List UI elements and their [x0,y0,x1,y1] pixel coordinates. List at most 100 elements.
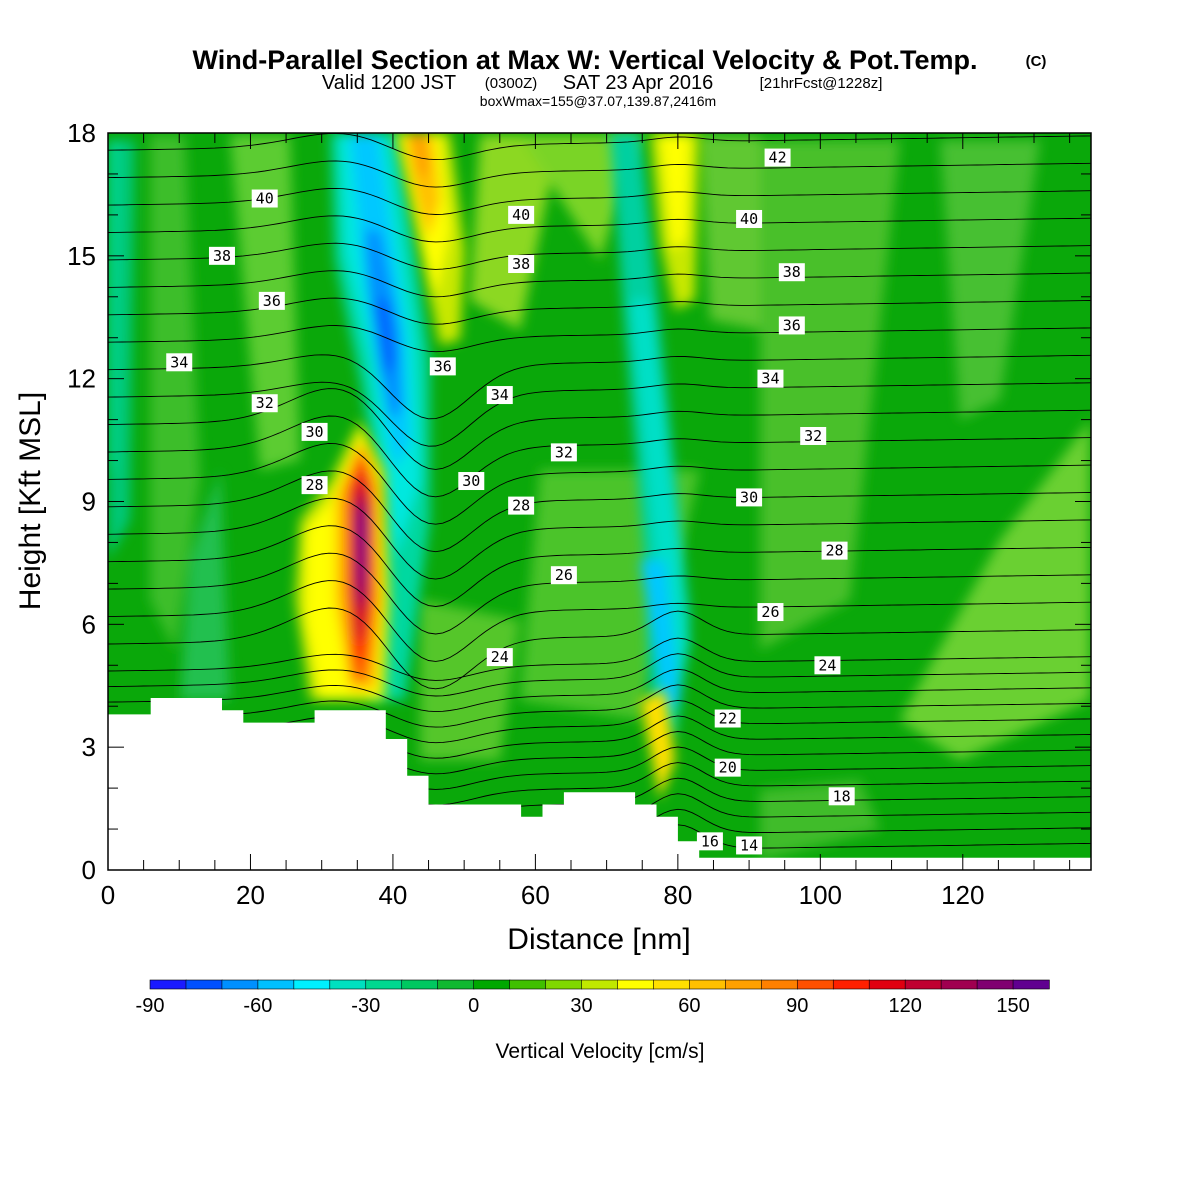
theta-label-box [508,205,535,224]
theta-contour-label: 30 [458,472,485,491]
colorbar-tick-label: 150 [996,995,1029,1017]
y-tick-label: 12 [67,364,96,394]
colorbar-swatch [473,979,511,990]
theta-label-text: 30 [306,423,324,441]
theta-contour-label: 28 [301,476,328,495]
colorbar-tick-label: -60 [243,995,272,1017]
colorbar-swatch [437,979,475,990]
theta-label-text: 40 [512,206,530,224]
theta-label-text: 36 [783,316,801,334]
theta-label-box [251,394,278,413]
theta-contour-labels: 14 16 18 20 22 24 24 26 26 28 28 28 30 30 30 32 32 32 34 34… [166,148,855,855]
theta-label-text: 20 [719,759,737,777]
y-tick-label: 18 [67,118,96,148]
x-tick-label: 60 [521,880,550,910]
y-tick-label: 15 [67,241,96,271]
theta-label-text: 32 [256,394,274,412]
theta-contour-label: 24 [486,648,513,667]
theta-contour-line [108,160,1091,188]
y-tick-label: 3 [82,732,96,762]
theta-contour-label: 30 [301,422,328,441]
theta-contour-label: 20 [714,758,741,777]
x-tick-label: 0 [101,880,115,910]
theta-label-text: 38 [512,255,530,273]
theta-label-text: 36 [434,357,452,375]
theta-contour-label: 36 [429,357,456,376]
theta-contour-label: 40 [736,209,763,228]
x-tick-label: 100 [799,880,842,910]
subtitle-forecast: [21hrFcst@1228z] [760,75,883,92]
theta-label-text: 36 [263,292,281,310]
theta-label-box [258,291,285,310]
theta-label-box [714,709,741,728]
theta-label-box [550,443,577,462]
theta-label-text: 30 [740,488,758,506]
x-tick-label: 20 [236,880,265,910]
colorbar-swatch [689,979,727,990]
theta-contour-label: 38 [778,263,805,282]
theta-contour-line [108,242,1091,270]
theta-contour-line [108,270,1091,298]
theta-contour-label: 26 [757,603,784,622]
theta-contour-label: 18 [828,787,855,806]
theta-contour-line [108,552,1091,635]
theta-contour-label: 22 [714,709,741,728]
theta-label-text: 38 [783,263,801,281]
theta-contour-label: 16 [696,832,723,851]
theta-label-box [696,832,723,851]
colorbar-swatch [832,979,870,990]
colorbar-swatch [221,979,259,990]
colorbar-label: Vertical Velocity [cm/s] [496,1040,705,1063]
theta-contour-label: 40 [251,189,278,208]
colorbar-swatch [761,979,798,990]
theta-label-box [486,648,513,667]
y-axis-label: Height [Kft MSL] [14,392,47,610]
theta-label-text: 26 [555,566,573,584]
subtitle-date: SAT 23 Apr 2016 [563,72,713,94]
theta-contour-line [108,637,1091,681]
theta-contour-label: 34 [486,386,513,405]
theta-label-box [486,386,513,405]
theta-contour-label: 34 [166,353,193,372]
theta-label-box [251,189,278,208]
colorbar-swatch [257,979,295,990]
theta-label-box [828,787,855,806]
colorbar-swatch [149,979,187,990]
theta-contour-label: 26 [550,566,577,585]
colorbar-swatch [868,979,906,990]
theta-label-box [800,426,827,445]
theta-contour-label: 38 [208,246,235,265]
theta-label-box [508,496,535,515]
theta-contour-label: 36 [778,316,805,335]
theta-contour-line [108,470,1091,553]
theta-contour-label: 32 [550,443,577,462]
colorbar-swatch [976,979,1014,990]
theta-label-text: 18 [833,787,851,805]
colorbar-tick-label: -30 [351,995,380,1017]
theta-label-text: 34 [170,353,188,371]
x-tick-labels: 0 20 40 60 80 100 120 [101,880,985,910]
theta-label-text: 22 [719,710,737,728]
theta-contour-line [108,381,1091,447]
theta-contour-line [108,442,1091,525]
theta-contour-label: 28 [508,496,535,515]
theta-label-box [736,836,763,855]
theta-contour-line [108,354,1091,420]
theta-label-box [764,148,791,167]
theta-contour-label: 40 [508,205,535,224]
theta-label-text: 40 [256,190,274,208]
theta-label-text: 32 [804,427,822,445]
y-tick-labels: 0 3 6 9 12 15 18 [67,118,96,885]
theta-contour-line [108,106,1091,132]
colorbar-swatch [653,979,691,990]
colorbar-swatch [1012,979,1050,990]
theta-label-box [508,255,535,274]
colorbar-swatch [293,979,331,990]
theta-contour-label: 34 [757,369,784,388]
theta-label-box [301,422,328,441]
theta-label-box [208,246,235,265]
colorbar-swatch [940,979,978,990]
theta-label-text: 34 [761,370,779,388]
theta-contour-line [108,415,1091,498]
